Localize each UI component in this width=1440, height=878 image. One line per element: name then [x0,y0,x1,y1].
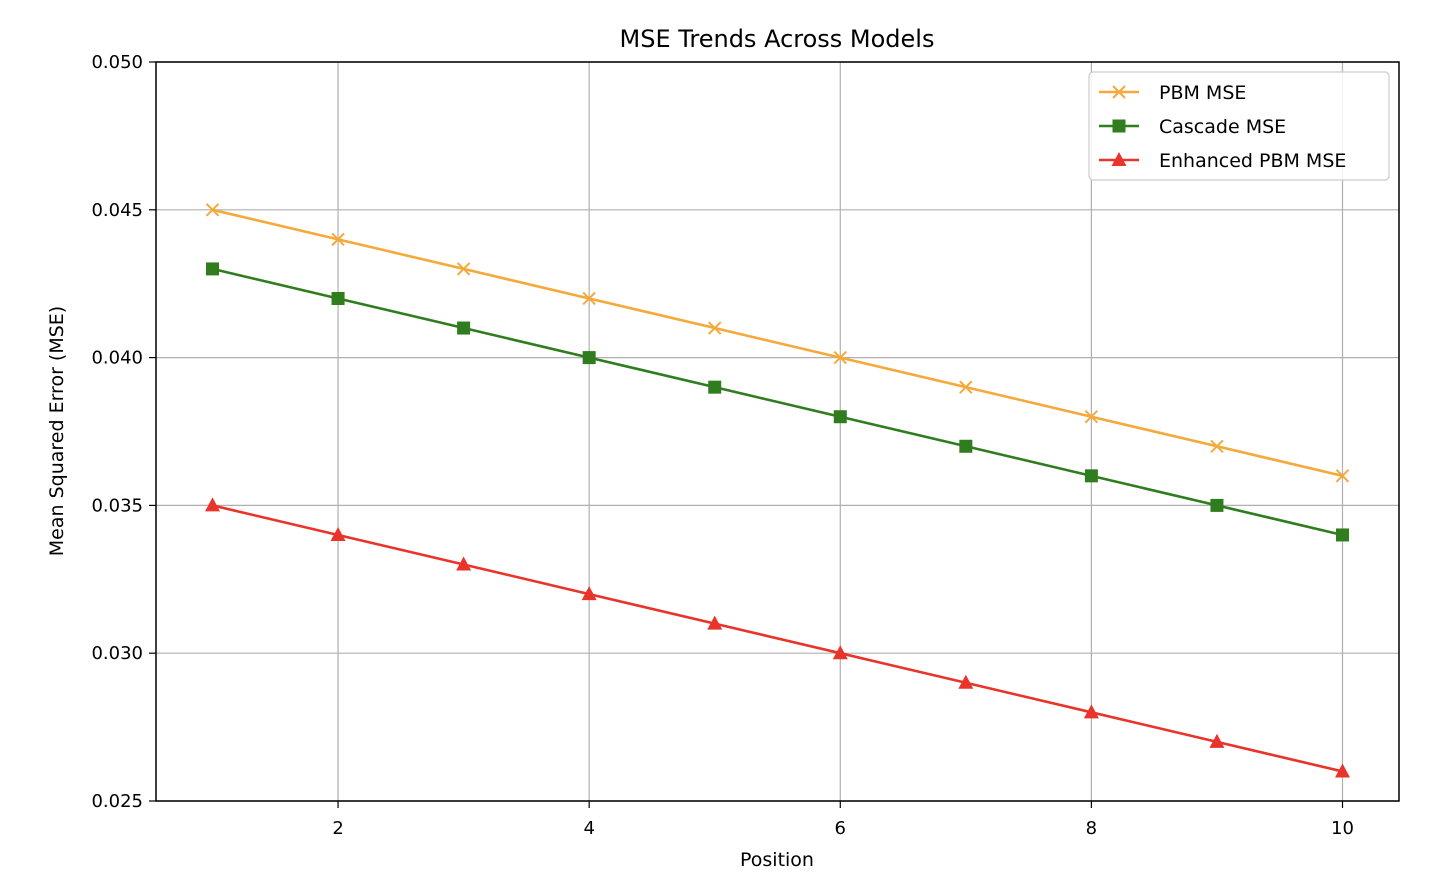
data-point-enhanced-pbm-mse [1209,733,1225,748]
x-axis-label: Position [740,849,814,871]
x-tick-label: 10 [1331,818,1354,839]
legend: PBM MSE Cascade MSE Enhanced PBM MSE [1088,71,1390,181]
y-tick-label: 0.025 [91,791,143,812]
legend-label: Cascade MSE [1159,116,1286,138]
x-tick-label: 4 [583,818,594,839]
data-point-pbm-mse [1335,469,1350,483]
chart-title: MSE Trends Across Models [620,25,935,53]
data-point-pbm-mse [1210,439,1224,453]
series-cascade-mse [206,262,1349,542]
data-point-pbm-mse [1084,410,1099,424]
legend-item: PBM MSE [1099,82,1246,104]
y-tick-label: 0.040 [91,348,143,369]
series-enhanced-pbm-mse [205,497,1350,778]
data-point-cascade-mse [1084,469,1098,483]
series-line-pbm-mse [212,208,1343,478]
data-point-pbm-mse [205,203,220,217]
data-point-cascade-mse [206,262,219,276]
legend-marker [1111,152,1127,166]
series-layer [205,203,1350,778]
series-line-cascade-mse [212,267,1343,537]
y-axis-ticks: 0.025 0.030 0.035 0.040 0.045 0.050 [91,52,156,812]
legend-box [1088,71,1390,181]
data-point-enhanced-pbm-mse [205,497,220,512]
y-tick-label: 0.030 [91,643,143,664]
data-point-cascade-mse [457,321,471,335]
series-line-enhanced-pbm-mse [212,504,1343,773]
legend-item: Cascade MSE [1099,116,1286,138]
x-tick-label: 2 [332,818,343,839]
y-tick-label: 0.050 [91,52,143,73]
legend-label: PBM MSE [1159,82,1246,104]
data-point-pbm-mse [331,232,345,247]
x-tick-label: 6 [835,818,846,839]
data-point-cascade-mse [959,439,973,453]
data-point-cascade-mse [1336,528,1349,542]
x-tick-label: 8 [1086,818,1097,839]
data-point-enhanced-pbm-mse [832,645,848,660]
data-point-cascade-mse [582,351,596,365]
data-point-enhanced-pbm-mse [456,556,472,571]
data-point-pbm-mse [708,321,722,335]
legend-marker [1112,119,1126,133]
data-point-enhanced-pbm-mse [1335,763,1350,778]
data-point-enhanced-pbm-mse [330,526,346,541]
legend-marker [1112,85,1126,99]
data-point-enhanced-pbm-mse [1083,704,1099,719]
data-point-cascade-mse [833,410,847,424]
data-point-pbm-mse [582,291,596,306]
data-point-cascade-mse [331,291,345,305]
plot-frame [155,61,1400,802]
data-point-enhanced-pbm-mse [581,586,597,601]
data-point-pbm-mse [833,350,847,365]
data-point-enhanced-pbm-mse [707,615,723,630]
y-tick-label: 0.035 [91,495,143,516]
data-point-enhanced-pbm-mse [958,674,974,689]
data-point-cascade-mse [1210,498,1224,512]
data-point-pbm-mse [456,262,471,276]
legend-item: Enhanced PBM MSE [1099,150,1346,172]
y-axis-label: Mean Squared Error (MSE) [46,306,68,556]
x-axis-ticks: 2 4 6 8 10 [332,801,1354,839]
legend-label: Enhanced PBM MSE [1159,150,1346,172]
series-pbm-mse [205,203,1350,483]
y-tick-label: 0.045 [91,200,143,221]
data-point-cascade-mse [708,380,722,394]
data-point-pbm-mse [959,380,973,394]
